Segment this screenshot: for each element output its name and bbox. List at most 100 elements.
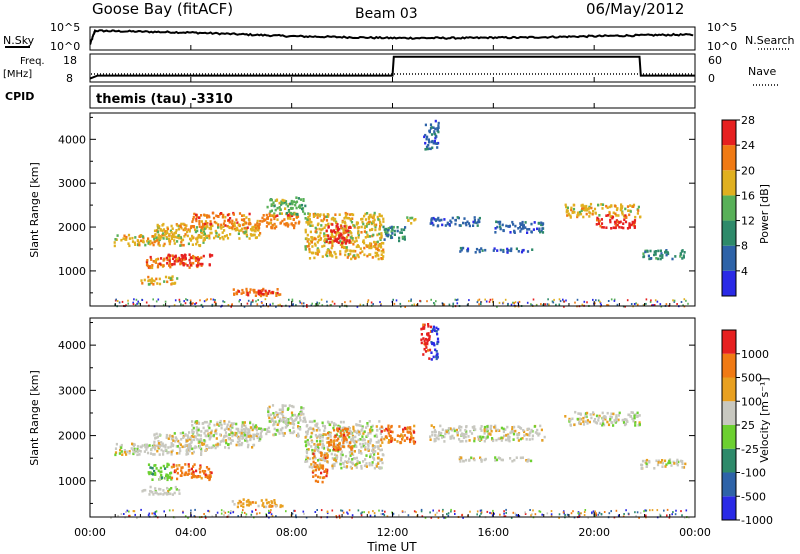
- power-cell: [308, 212, 311, 216]
- power-cell: [427, 138, 430, 141]
- velocity-cell: [504, 438, 508, 442]
- velocity-ground-cell: [597, 513, 600, 516]
- power-cell: [163, 257, 166, 261]
- velocity-cell: [564, 415, 567, 418]
- power-ground-cell: [178, 300, 181, 303]
- velocity-cell: [167, 463, 170, 467]
- velocity-cell: [461, 439, 464, 443]
- velocity-cell: [325, 468, 328, 471]
- power-colorbar-swatch: [722, 120, 736, 146]
- velocity-cell: [240, 504, 243, 507]
- velocity-cell: [181, 471, 184, 475]
- velocity-cell: [241, 441, 244, 445]
- power-ground-cell: [239, 299, 241, 301]
- velocity-cell: [486, 425, 489, 428]
- power-cell: [633, 223, 636, 227]
- velocity-cell: [509, 457, 512, 460]
- velocity-cell: [458, 457, 461, 461]
- velocity-cell: [328, 444, 331, 447]
- power-ground-cell: [565, 299, 567, 302]
- power-cell: [432, 126, 435, 129]
- velocity-cell: [256, 432, 259, 436]
- velocity-cell: [233, 432, 236, 436]
- power-cell: [150, 258, 153, 261]
- velocity-cell: [209, 420, 212, 423]
- velocity-cell: [528, 434, 531, 437]
- velocity-ground-cell: [230, 510, 232, 512]
- velocity-cell: [175, 438, 178, 442]
- power-cell: [589, 211, 592, 215]
- power-cell: [522, 225, 525, 228]
- velocity-cell: [340, 456, 343, 459]
- velocity-cell: [378, 420, 381, 423]
- power-cell: [591, 212, 594, 216]
- power-cell: [386, 231, 389, 234]
- power-cell: [682, 256, 685, 259]
- velocity-cell: [315, 424, 318, 428]
- velocity-colorbar-swatch: [722, 448, 736, 473]
- velocity-ground-cell: [516, 514, 519, 517]
- power-cell: [248, 212, 251, 216]
- velocity-cell: [184, 443, 187, 447]
- power-cell: [510, 247, 513, 251]
- power-cell: [279, 208, 282, 211]
- velocity-cell: [195, 446, 198, 449]
- power-cell: [473, 216, 476, 219]
- power-cell: [156, 230, 160, 234]
- power-cell: [608, 210, 611, 214]
- velocity-cell: [424, 350, 428, 353]
- velocity-cell: [145, 443, 148, 447]
- power-cell: [502, 250, 505, 253]
- velocity-cell: [308, 465, 311, 469]
- velocity-cell: [193, 438, 196, 442]
- velocity-cell: [335, 443, 338, 447]
- velocity-cell: [430, 351, 433, 354]
- velocity-cell: [268, 420, 271, 423]
- power-cell: [327, 237, 330, 240]
- velocity-cell: [287, 407, 290, 410]
- velocity-cell: [245, 437, 248, 441]
- velocity-cell: [350, 432, 353, 435]
- power-ground-cell: [592, 298, 594, 301]
- power-cell: [283, 222, 286, 226]
- velocity-cell: [315, 429, 318, 432]
- velocity-cell: [355, 440, 358, 444]
- power-cell: [334, 213, 337, 216]
- velocity-cell: [390, 430, 393, 433]
- velocity-cell: [291, 431, 294, 435]
- velocity-cell: [200, 476, 203, 480]
- velocity-cell: [483, 432, 486, 435]
- velocity-cell: [355, 445, 358, 448]
- velocity-cell: [209, 471, 212, 474]
- power-cell: [349, 217, 352, 221]
- velocity-cell: [288, 429, 291, 432]
- power-cell: [494, 227, 497, 230]
- velocity-cell: [170, 471, 173, 475]
- power-cell: [242, 291, 245, 294]
- power-cell: [541, 227, 544, 230]
- power-cell: [223, 235, 227, 238]
- power-cell: [157, 240, 160, 243]
- power-cell: [338, 213, 341, 216]
- power-cell: [436, 129, 439, 132]
- velocity-cell: [516, 433, 519, 436]
- power-cell: [131, 240, 135, 243]
- power-ground-cell: [512, 301, 514, 304]
- velocity-cell: [379, 448, 382, 452]
- velocity-cell: [386, 429, 389, 432]
- velocity-cell: [330, 443, 333, 447]
- velocity-cell: [423, 339, 426, 343]
- power-ground-cell: [645, 298, 648, 301]
- power-ground-cell: [135, 298, 138, 301]
- power-ground-cell: [597, 299, 600, 302]
- velocity-cell: [582, 423, 586, 426]
- power-cell: [368, 220, 371, 224]
- power-cell: [382, 255, 385, 258]
- power-cell: [274, 208, 277, 212]
- velocity-cell: [241, 424, 244, 427]
- power-cell: [614, 222, 617, 225]
- power-cell: [153, 240, 156, 244]
- power-cell: [565, 209, 568, 212]
- power-cell: [138, 243, 141, 247]
- power-ground-cell: [183, 300, 185, 303]
